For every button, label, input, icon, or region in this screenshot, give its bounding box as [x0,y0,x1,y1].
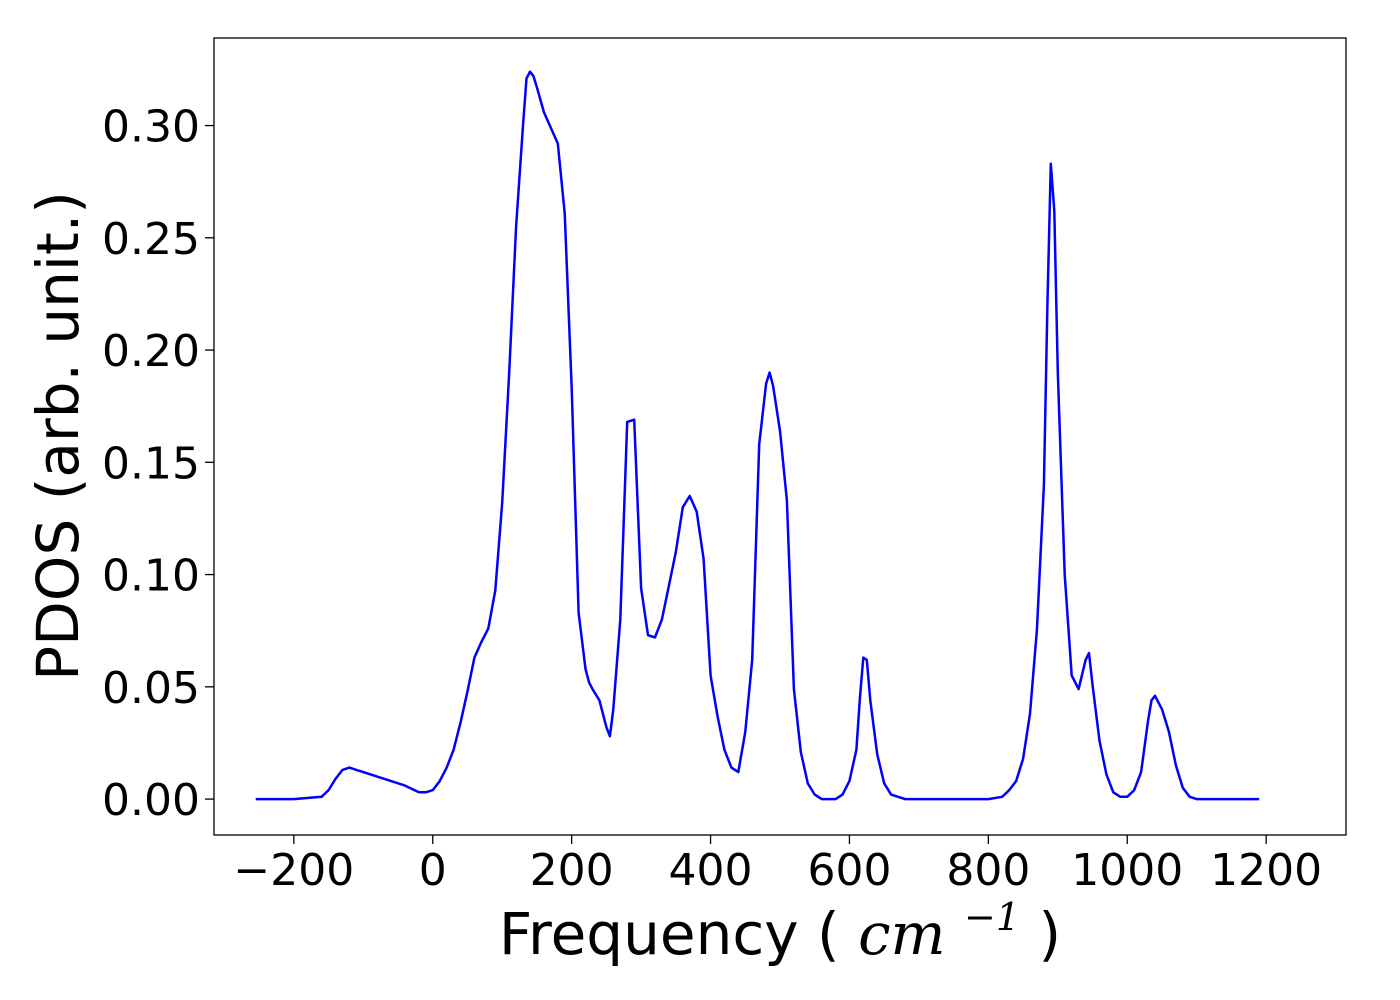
x-axis-label-paren-close: ) [1038,900,1061,968]
x-tick-label: 800 [946,845,1030,896]
x-tick-label: −200 [233,845,354,896]
x-axis-label: Frequency ( cm −1 ) [499,876,1061,968]
x-tick-label: 0 [419,845,447,896]
y-axis-label: PDOS (arb. unit.) [24,191,92,681]
x-axis-label-unit-exponent: −1 [964,895,1020,939]
x-tick-label: 200 [530,845,614,896]
x-axis-label-unit: cm [858,900,945,968]
x-axis-label-paren-open: ( [817,900,840,968]
y-tick-label: 0.30 [102,102,200,153]
y-tick-label: 0.15 [102,438,200,489]
ticks-layer: −200 0 200 400 600 800 1000 1200 0.00 0.05 0.10 0.1… [102,102,1322,896]
x-tick-label: 600 [807,845,891,896]
plot-frame [213,37,1347,836]
y-tick-label: 0.10 [102,551,200,602]
y-tick-label: 0.05 [102,663,200,714]
y-tick-label: 0.25 [102,214,200,265]
x-axis-label-text: Frequency [499,900,799,968]
y-tick-label: 0.00 [102,775,200,826]
series-line-0 [255,70,1260,801]
x-tick-label: 1200 [1210,845,1322,896]
series-layer [255,70,1260,801]
x-tick-label: 400 [669,845,753,896]
x-tick-label: 1000 [1071,845,1183,896]
y-tick-label: 0.20 [102,326,200,377]
